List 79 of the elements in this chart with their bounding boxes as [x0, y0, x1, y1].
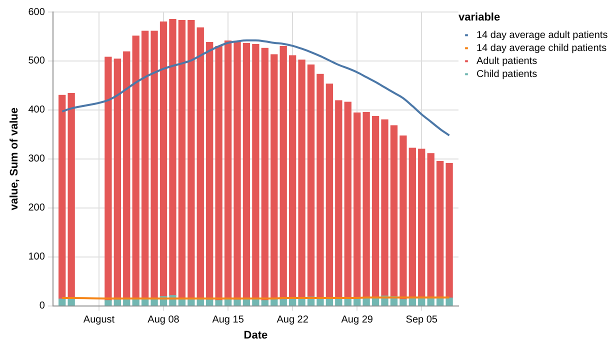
bar: [169, 19, 176, 296]
bar: [58, 298, 66, 306]
bar: [123, 51, 130, 300]
bar: [400, 299, 407, 306]
y-tick-label: 200: [28, 202, 46, 214]
bar: [104, 56, 112, 301]
bar: [326, 84, 334, 300]
bar: [215, 300, 222, 306]
bar: [104, 300, 112, 306]
bar: [188, 20, 195, 300]
bar: [372, 298, 380, 306]
bar: [242, 43, 250, 300]
bar: [150, 30, 158, 300]
bar: [215, 46, 222, 301]
legend-label: 14 day average adult patients: [476, 30, 608, 41]
y-tick-label: 600: [28, 6, 46, 18]
bar: [326, 298, 334, 306]
bar: [160, 21, 168, 297]
bar: [372, 116, 380, 299]
bar: [280, 46, 287, 300]
bar: [354, 112, 361, 298]
legend-label: Child patients: [476, 68, 538, 80]
bar: [288, 55, 296, 300]
legend-title: variable: [458, 12, 500, 24]
bar: [150, 299, 158, 306]
x-tick-label: Aug 15: [212, 314, 244, 326]
bar: [335, 100, 342, 299]
x-tick-label: Sep 05: [406, 314, 438, 326]
bar: [224, 299, 232, 306]
bar: [114, 300, 121, 306]
bar: [114, 58, 121, 300]
y-tick-label: 0: [39, 300, 46, 312]
bar: [68, 92, 75, 299]
bar: [141, 30, 149, 300]
bar: [418, 148, 426, 298]
bar: [316, 74, 324, 298]
bar: [344, 102, 352, 298]
bar: [427, 153, 434, 299]
bar: [132, 36, 140, 299]
bar: [58, 94, 66, 300]
bar: [234, 42, 241, 300]
y-tick-label: 100: [28, 252, 46, 263]
bar: [261, 300, 268, 306]
x-tick-label: Aug 22: [276, 314, 309, 326]
bar: [270, 299, 278, 306]
y-tick-label: 400: [28, 104, 46, 116]
x-tick-label: Aug 08: [148, 314, 180, 326]
legend-label: 14 day average child patients: [476, 42, 607, 54]
bar: [381, 119, 388, 296]
bar: [446, 162, 453, 298]
bar: [234, 300, 241, 306]
bar: [427, 298, 434, 306]
bar: [252, 44, 260, 299]
y-axis-title: value, Sum of value: [8, 108, 21, 210]
bar: [307, 64, 315, 298]
bar: [400, 136, 407, 300]
bar: [261, 48, 268, 301]
bar: [446, 298, 453, 306]
bar: [390, 125, 398, 297]
x-tick-label: August: [83, 314, 115, 326]
legend-label: Adult patients: [476, 56, 538, 67]
bar: [280, 299, 287, 306]
bar: [206, 42, 214, 300]
bar: [436, 161, 444, 299]
bar: [206, 300, 214, 306]
y-tick-label: 500: [28, 56, 46, 67]
bar: [270, 54, 278, 300]
bar: [362, 112, 370, 298]
bar: [196, 27, 204, 300]
x-tick-label: Aug 29: [341, 314, 374, 326]
x-axis-title: Date: [244, 329, 268, 342]
line-series: [61, 39, 450, 136]
bar: [408, 148, 416, 298]
bar: [178, 20, 186, 298]
bar: [288, 298, 296, 306]
bar: [298, 60, 306, 298]
bar: [224, 40, 232, 300]
bar: [436, 298, 444, 306]
y-tick-label: 300: [28, 154, 46, 165]
